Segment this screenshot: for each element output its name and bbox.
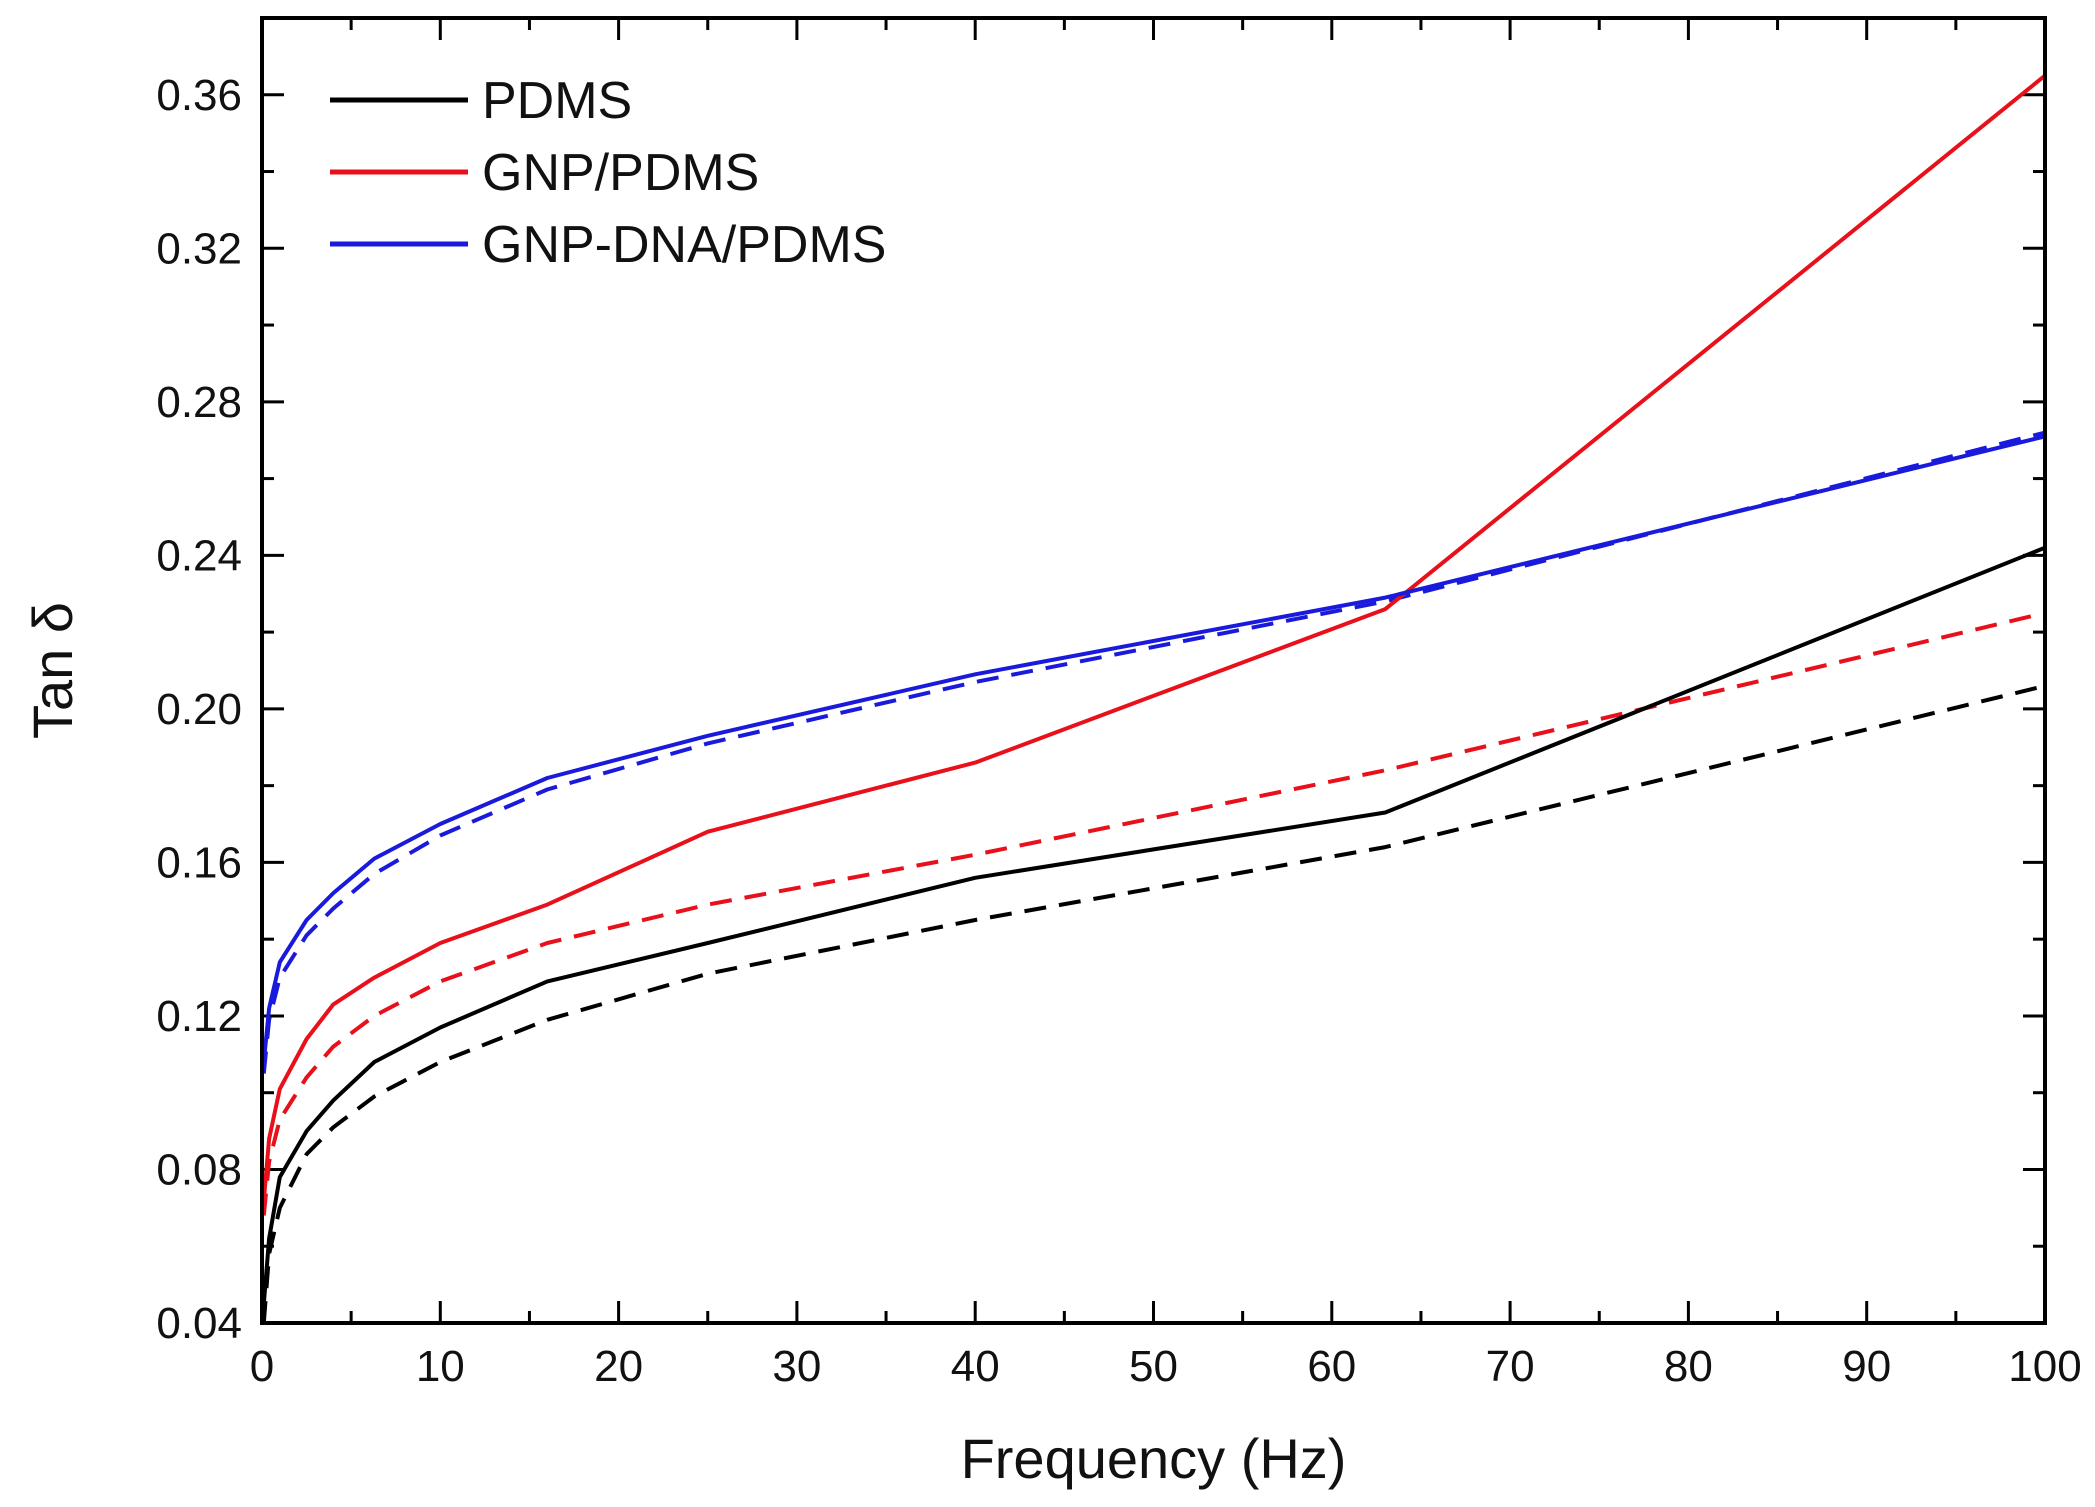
- series-line-pdms: [261, 545, 2046, 1304]
- y-tick-label: 0.16: [156, 838, 242, 887]
- x-axis-title: Frequency (Hz): [961, 1427, 1347, 1490]
- plot-frame: [260, 16, 2047, 1325]
- series-line-gnp-pdms-dashed: [261, 610, 2046, 1216]
- series-line-gnp-dna-pdms-dashed: [261, 430, 2046, 1074]
- x-tick-label: 70: [1486, 1342, 1535, 1391]
- y-tick-label: 0.24: [156, 531, 242, 580]
- series-line-gnp-dna-pdms: [261, 434, 2046, 1063]
- x-tick-label: 10: [416, 1342, 465, 1391]
- legend: PDMS GNP/PDMS GNP-DNA/PDMS: [330, 72, 886, 274]
- legend-label-gnp-pdms: GNP/PDMS: [482, 144, 759, 202]
- x-tick-label: 80: [1664, 1342, 1713, 1391]
- series-lines: [261, 74, 2047, 1324]
- x-tick-label: 0: [250, 1342, 274, 1391]
- legend-label-gnp-dna-pdms: GNP-DNA/PDMS: [482, 216, 886, 274]
- series-line-gnp-pdms: [261, 74, 2047, 1201]
- y-tick-label: 0.32: [156, 224, 242, 273]
- x-tick-label: 60: [1307, 1342, 1356, 1391]
- y-tick-label: 0.04: [156, 1299, 242, 1348]
- y-axis-title: Tan δ: [21, 602, 84, 739]
- x-tick-label: 30: [772, 1342, 821, 1391]
- x-tick-label: 20: [594, 1342, 643, 1391]
- x-tick-label: 100: [2008, 1342, 2081, 1391]
- series-line-pdms-dashed: [261, 683, 2046, 1324]
- x-tick-label: 50: [1129, 1342, 1178, 1391]
- y-tick-label: 0.36: [156, 71, 242, 120]
- x-tick-label: 40: [951, 1342, 1000, 1391]
- y-tick-label: 0.08: [156, 1145, 242, 1194]
- y-tick-label: 0.12: [156, 992, 242, 1041]
- x-tick-label: 90: [1842, 1342, 1891, 1391]
- legend-label-pdms: PDMS: [482, 72, 632, 130]
- y-tick-label: 0.20: [156, 685, 242, 734]
- y-tick-label: 0.28: [156, 378, 242, 427]
- tick-labels: 0 10 20 30 40 50 60 70 80 90 100 0.04 0.08 0.12 0.16 0.…: [156, 71, 2081, 1391]
